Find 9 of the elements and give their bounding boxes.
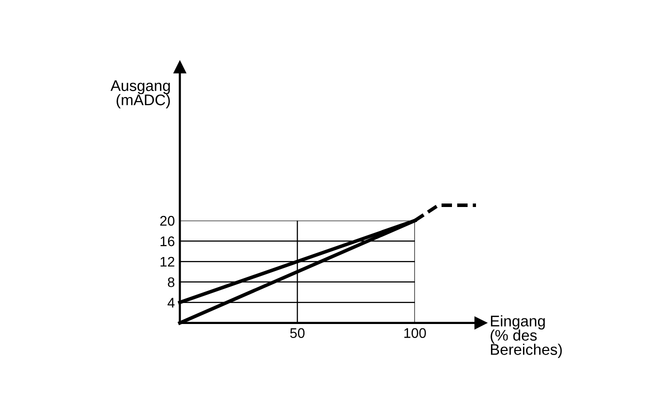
- y-axis-title: Ausgang (mADC): [110, 80, 170, 108]
- y-tick-label: 16: [160, 236, 174, 246]
- y-tick-label: 20: [160, 216, 174, 226]
- x-tick-label: 100: [404, 328, 426, 338]
- y-tick-label: 8: [168, 277, 174, 288]
- y-tick-label: 12: [160, 256, 174, 267]
- y-tick-label: 4: [168, 298, 175, 308]
- x-tick-label: 50: [290, 328, 305, 338]
- x-axis-title: Eingang (% des Bereiches): [490, 315, 562, 358]
